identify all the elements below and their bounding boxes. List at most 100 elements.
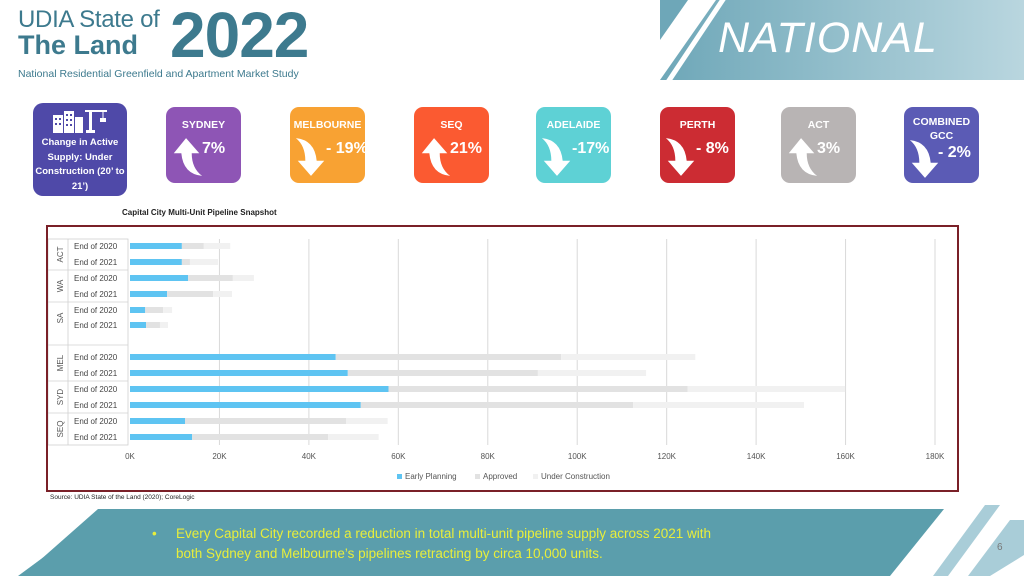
tile-name: SYDNEY [181,119,226,131]
bar-approved [181,243,204,249]
bar-early-planning [130,322,147,328]
category-label: End of 2020 [74,274,118,283]
bar-early-planning [130,354,336,360]
page-number: 6 [997,542,1003,553]
group-label: SA [56,312,65,323]
bar-approved [145,307,164,313]
bar-approved [185,418,347,424]
arrow-down-icon [541,138,571,176]
category-label: End of 2021 [74,290,118,299]
tile-combined-gcc: COMBINED GCC - 2% [904,107,979,183]
arrow-down-icon [665,138,695,176]
bar-under-construction [561,354,696,360]
tile-name: PERTH [679,119,716,131]
bar-early-planning [130,307,146,313]
tile-value: 3% [817,140,841,157]
bar-under-construction [328,434,379,440]
category-label: End of 2020 [74,385,118,394]
group-label: ACT [56,246,65,262]
bar-under-construction [633,402,804,408]
bullet-line-2: both Sydney and Melbourne’s pipelines re… [176,546,603,561]
category-label: End of 2020 [74,242,118,251]
city-crane-icon [53,110,107,133]
x-tick-label: 140K [747,452,766,461]
source-note: Source: UDIA State of the Land (2020); C… [50,494,195,501]
bar-under-construction [163,307,173,313]
x-tick-label: 160K [836,452,855,461]
x-tick-label: 0K [125,452,135,461]
logo-line2: The Land [18,30,138,60]
group-label: MEL [56,354,65,371]
bar-under-construction [232,275,254,281]
chart-title: Capital City Multi-Unit Pipeline Snapsho… [122,208,277,217]
tile-name: MELBOURNE [293,119,362,131]
tile-seq: SEQ 21% [414,107,489,183]
footer-band-shapes [18,505,1024,576]
bar-under-construction [159,322,169,328]
logo-line1: UDIA State of [18,6,160,33]
legend-label: Under Construction [541,472,610,481]
bar-under-construction [213,291,232,297]
bar-early-planning [130,259,182,265]
legend-label: Early Planning [405,472,457,481]
bar-approved [360,402,634,408]
group-label: WA [56,279,65,292]
category-label: End of 2021 [74,433,118,442]
x-tick-label: 80K [481,452,496,461]
category-label: End of 2020 [74,306,118,315]
tile-value: - 19% [326,140,368,157]
arrow-up-icon [173,138,203,176]
bar-approved [167,291,214,297]
tile-name: ACT [807,119,830,131]
bar-approved [347,370,538,376]
bullet-dot: • [152,526,157,541]
bar-under-construction [346,418,388,424]
category-label: End of 2020 [74,353,118,362]
logo-subtitle: National Residential Greenfield and Apar… [18,68,299,80]
bar-under-construction [687,386,846,392]
group-label: SEQ [56,421,65,438]
category-label: End of 2021 [74,401,118,410]
bar-under-construction [203,243,231,249]
legend-swatch [475,474,480,479]
x-tick-label: 60K [391,452,406,461]
tile-value: 7% [202,140,226,157]
tile-value: 21% [450,140,483,157]
tile-name: COMBINED GCC [912,116,971,142]
tile-value: - 2% [938,144,971,161]
legend-swatch [533,474,538,479]
bar-approved [192,434,329,440]
udia-logo: UDIA State of The Land 2022 National Res… [14,0,344,82]
tile-adelaide: ADELAIDE -17% [536,107,611,183]
bar-early-planning [130,418,186,424]
x-tick-label: 180K [926,452,945,461]
bar-approved [335,354,562,360]
bar-approved [181,259,190,265]
intro-text: Change in Active Supply: Under Construct… [35,137,125,192]
bar-under-construction [189,259,219,265]
tile-value: -17% [572,140,610,157]
bar-under-construction [537,370,647,376]
category-label: End of 2021 [74,321,118,330]
arrow-down-icon [909,140,939,178]
x-tick-label: 100K [568,452,587,461]
tile-name: ADELAIDE [546,119,601,131]
category-label: End of 2021 [74,369,118,378]
banner-title: NATIONAL [718,14,938,62]
tile-melbourne: MELBOURNE - 19% [290,107,368,183]
bar-early-planning [130,275,189,281]
region-banner: NATIONAL [660,0,1024,80]
tile-name: SEQ [440,119,463,131]
bar-approved [388,386,688,392]
arrow-down-icon [295,138,325,176]
bar-early-planning [130,243,182,249]
bar-early-planning [130,370,348,376]
tile-value: - 8% [696,140,729,157]
legend-label: Approved [483,472,517,481]
tile-sydney: SYDNEY 7% [166,107,241,183]
x-tick-label: 40K [302,452,317,461]
arrow-up-icon [788,138,818,176]
bullet-line-1: Every Capital City recorded a reduction … [176,526,712,541]
category-label: End of 2020 [74,417,118,426]
category-axis-box [48,238,129,446]
